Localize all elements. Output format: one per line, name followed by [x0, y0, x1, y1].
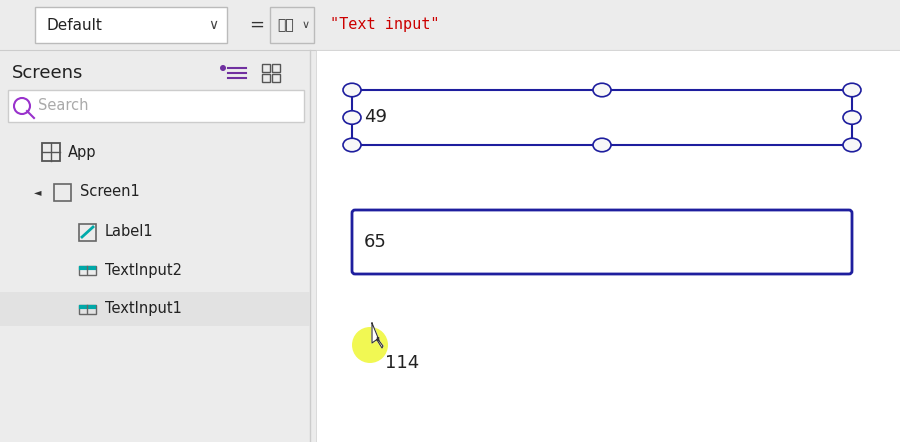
Bar: [0, 0, 900, 50]
Bar: [270, 7, 314, 43]
Bar: [316, 50, 900, 442]
Text: Default: Default: [47, 18, 103, 33]
Bar: [79, 266, 96, 275]
Text: Search: Search: [38, 99, 88, 114]
Text: 49: 49: [364, 108, 387, 126]
Bar: [79, 305, 96, 314]
Bar: [352, 90, 852, 145]
FancyBboxPatch shape: [352, 210, 852, 274]
Bar: [79, 224, 96, 241]
Text: 114: 114: [385, 354, 419, 372]
Ellipse shape: [343, 138, 361, 152]
Ellipse shape: [593, 83, 611, 97]
Ellipse shape: [593, 138, 611, 152]
Text: ◄: ◄: [34, 187, 41, 197]
Bar: [0, 50, 310, 442]
Bar: [8, 90, 304, 122]
Ellipse shape: [843, 83, 861, 97]
Bar: [0, 292, 310, 326]
Text: 65: 65: [364, 233, 387, 251]
Ellipse shape: [343, 83, 361, 97]
Circle shape: [220, 65, 226, 71]
Ellipse shape: [343, 111, 361, 124]
Text: TextInput1: TextInput1: [105, 301, 182, 316]
Text: TextInput2: TextInput2: [105, 263, 182, 278]
Text: App: App: [68, 145, 96, 160]
Bar: [42, 143, 60, 161]
Polygon shape: [372, 323, 383, 348]
Text: "Text input": "Text input": [330, 18, 439, 33]
Bar: [272, 74, 280, 82]
Text: Screen1: Screen1: [80, 184, 140, 199]
Text: ∨: ∨: [208, 18, 218, 32]
Ellipse shape: [843, 111, 861, 124]
Ellipse shape: [843, 138, 861, 152]
Circle shape: [352, 327, 388, 363]
Bar: [262, 74, 270, 82]
Text: Screens: Screens: [12, 64, 84, 82]
Text: ∨: ∨: [302, 20, 310, 30]
Text: 𝑓𝑥: 𝑓𝑥: [277, 18, 293, 32]
Bar: [272, 64, 280, 72]
Bar: [35, 7, 227, 43]
Bar: [262, 64, 270, 72]
Text: =: =: [249, 16, 265, 34]
Bar: [54, 184, 71, 201]
Text: Label1: Label1: [105, 225, 154, 240]
